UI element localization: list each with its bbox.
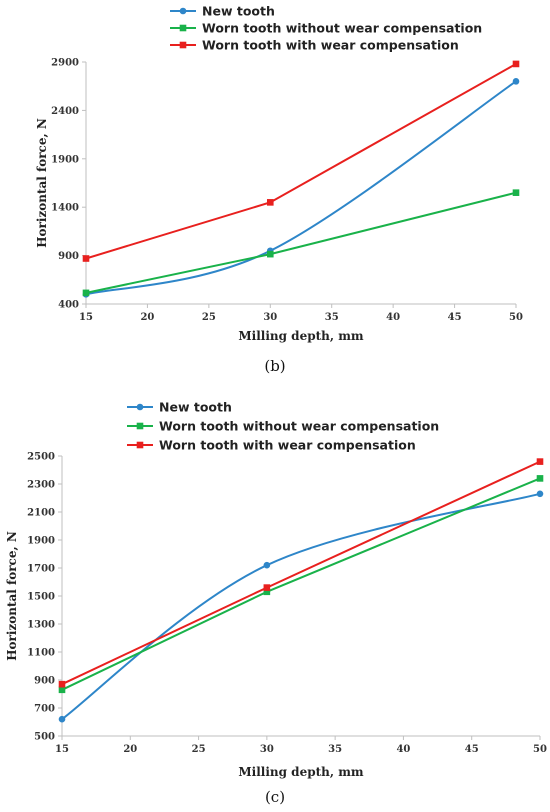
data-point	[512, 189, 520, 196]
x-tick-label: 30	[263, 312, 277, 323]
x-tick-label: 15	[79, 312, 93, 323]
x-tick-label: 35	[328, 744, 342, 755]
legend-label: Worn tooth without wear compensation	[159, 419, 439, 434]
y-tick-label: 2100	[27, 508, 55, 519]
legend-label: New tooth	[202, 4, 275, 19]
data-point	[263, 561, 271, 569]
x-tick-label: 20	[140, 312, 154, 323]
x-tick-label: 15	[55, 744, 69, 755]
data-point	[536, 490, 544, 498]
y-tick-label: 1300	[27, 620, 55, 631]
legend-marker	[179, 24, 187, 32]
data-point	[512, 60, 520, 68]
data-point	[58, 686, 66, 694]
legend-label: New tooth	[159, 400, 232, 415]
legend-label: Worn tooth without wear compensation	[202, 21, 482, 36]
y-tick-label: 2300	[27, 480, 55, 491]
y-tick-label: 2900	[51, 58, 79, 69]
y-axis-title: Horizontal force, N	[5, 531, 19, 661]
y-tick-label: 1900	[51, 154, 79, 165]
data-point	[82, 255, 90, 262]
series-line-3	[85, 63, 517, 260]
y-tick-label: 700	[34, 704, 55, 715]
chart-c: 500 700 900 1100 1300 1500 1700 1900 2100 2300 250…	[5, 400, 547, 807]
chart-b: 400 900 1400 1900 2400 2900 15 20 25 30 35 40 45 50 Mi…	[35, 4, 523, 376]
legend-label: Worn tooth with wear compensation	[202, 38, 459, 53]
series-line-1	[85, 80, 517, 296]
legend-marker	[136, 403, 144, 411]
x-tick-label: 25	[202, 312, 216, 323]
y-tick-label: 1900	[27, 536, 55, 547]
x-tick-label: 20	[123, 744, 137, 755]
data-point	[266, 250, 274, 258]
y-tick-label: 1100	[27, 648, 55, 659]
x-tick-label: 50	[509, 312, 523, 323]
x-tick-label: 40	[386, 312, 400, 323]
data-point	[263, 584, 271, 591]
y-axis-title: Horizontal force, N	[35, 118, 49, 248]
x-tick-label: 25	[192, 744, 206, 755]
legend-marker	[136, 441, 144, 449]
legend-marker	[179, 41, 187, 49]
x-tick-label: 40	[396, 744, 410, 755]
data-point	[536, 458, 544, 465]
x-tick-label: 35	[325, 312, 339, 323]
series-line-3	[61, 460, 541, 686]
data-point	[58, 680, 66, 688]
y-tick-label: 1700	[27, 564, 55, 575]
x-axis-title: Milling depth, mm	[238, 329, 364, 343]
x-tick-label: 45	[465, 744, 479, 755]
x-tick-label: 45	[448, 312, 462, 323]
legend-marker	[136, 422, 144, 430]
x-tick-label: 50	[533, 744, 547, 755]
data-point	[536, 475, 544, 482]
data-point	[263, 588, 271, 596]
legend-label: Worn tooth with wear compensation	[159, 438, 416, 453]
y-tick-label: 2400	[51, 106, 79, 117]
figure-caption: (c)	[265, 788, 285, 806]
figure-caption: (b)	[264, 357, 285, 375]
y-tick-label: 900	[34, 676, 55, 687]
legend-marker	[179, 7, 187, 15]
y-tick-label: 500	[34, 732, 55, 743]
data-point	[82, 289, 90, 297]
y-tick-label: 400	[58, 300, 79, 311]
y-tick-label: 2500	[27, 452, 55, 463]
x-axis-title: Milling depth, mm	[238, 765, 364, 779]
data-point	[512, 78, 520, 85]
x-tick-label: 30	[260, 744, 274, 755]
y-tick-label: 900	[58, 251, 79, 262]
series-line-1	[61, 492, 541, 720]
y-tick-label: 1400	[51, 203, 79, 214]
data-point	[266, 199, 274, 206]
data-point	[58, 715, 66, 723]
y-tick-label: 1500	[27, 592, 55, 603]
series-line-2	[85, 191, 517, 294]
